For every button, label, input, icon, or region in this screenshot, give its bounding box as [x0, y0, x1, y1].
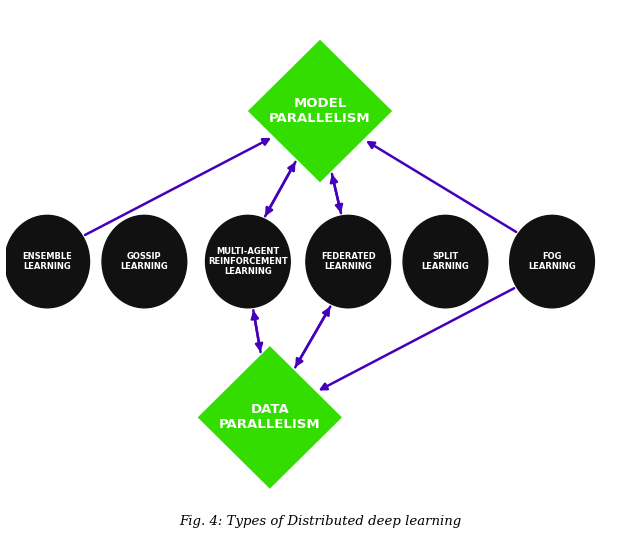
Text: FEDERATED
LEARNING: FEDERATED LEARNING [321, 252, 376, 271]
Ellipse shape [5, 216, 90, 308]
Polygon shape [198, 346, 342, 489]
Text: ENSEMBLE
LEARNING: ENSEMBLE LEARNING [22, 252, 72, 271]
Ellipse shape [306, 216, 390, 308]
Text: SPLIT
LEARNING: SPLIT LEARNING [422, 252, 469, 271]
Text: Fig. 4: Types of Distributed deep learning: Fig. 4: Types of Distributed deep learni… [179, 515, 461, 528]
Polygon shape [248, 40, 392, 182]
Ellipse shape [102, 216, 187, 308]
Text: MULTI-AGENT
REINFORCEMENT
LEARNING: MULTI-AGENT REINFORCEMENT LEARNING [208, 247, 288, 277]
Ellipse shape [205, 216, 290, 308]
Text: FOG
LEARNING: FOG LEARNING [528, 252, 576, 271]
Ellipse shape [403, 216, 488, 308]
Text: MODEL
PARALLELISM: MODEL PARALLELISM [269, 97, 371, 125]
Text: GOSSIP
LEARNING: GOSSIP LEARNING [120, 252, 168, 271]
Text: DATA
PARALLELISM: DATA PARALLELISM [219, 403, 321, 431]
Ellipse shape [509, 216, 595, 308]
